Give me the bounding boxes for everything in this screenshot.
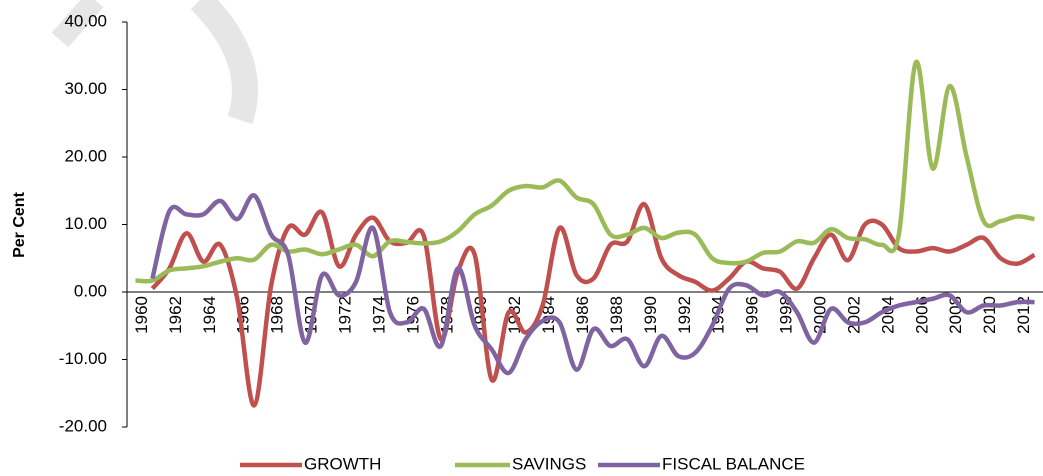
line-series bbox=[150, 193, 1035, 376]
x-tick-label: 1964 bbox=[200, 296, 219, 334]
legend-label: FISCAL BALANCE bbox=[662, 454, 805, 473]
x-tick-label: 1988 bbox=[607, 296, 626, 334]
y-tick-label: 40.00 bbox=[64, 11, 107, 30]
x-tick-label: 1992 bbox=[675, 296, 694, 334]
x-tick-label: 1986 bbox=[573, 296, 592, 334]
x-tick-label: 1998 bbox=[777, 296, 796, 334]
y-tick-label: 30.00 bbox=[64, 79, 107, 98]
y-tick-label: 10.00 bbox=[64, 214, 107, 233]
x-tick-label: 2002 bbox=[844, 296, 863, 334]
y-axis-label: Per Cent bbox=[11, 191, 28, 257]
x-tick-label: 2010 bbox=[980, 296, 999, 334]
legend-label: SAVINGS bbox=[512, 454, 586, 473]
x-tick-label: 1974 bbox=[369, 296, 388, 334]
watermark bbox=[51, 0, 104, 48]
y-tick-label: 0.00 bbox=[74, 281, 107, 300]
x-tick-label: 1962 bbox=[166, 296, 185, 334]
x-tick-label: 1990 bbox=[641, 296, 660, 334]
x-tick-label: 2006 bbox=[912, 296, 931, 334]
watermark bbox=[190, 0, 258, 125]
x-tick-label: 1996 bbox=[743, 296, 762, 334]
y-tick-label: -10.00 bbox=[59, 349, 107, 368]
line-series bbox=[150, 201, 1036, 408]
y-tick-label: -20.00 bbox=[59, 416, 107, 435]
x-tick-label: 1960 bbox=[132, 296, 151, 334]
x-tick-label: 2012 bbox=[1014, 296, 1033, 334]
x-tick-label: 1968 bbox=[268, 296, 287, 334]
x-tick-label: 1972 bbox=[336, 296, 355, 334]
legend-label: GROWTH bbox=[304, 454, 381, 473]
y-tick-label: 20.00 bbox=[64, 146, 107, 165]
